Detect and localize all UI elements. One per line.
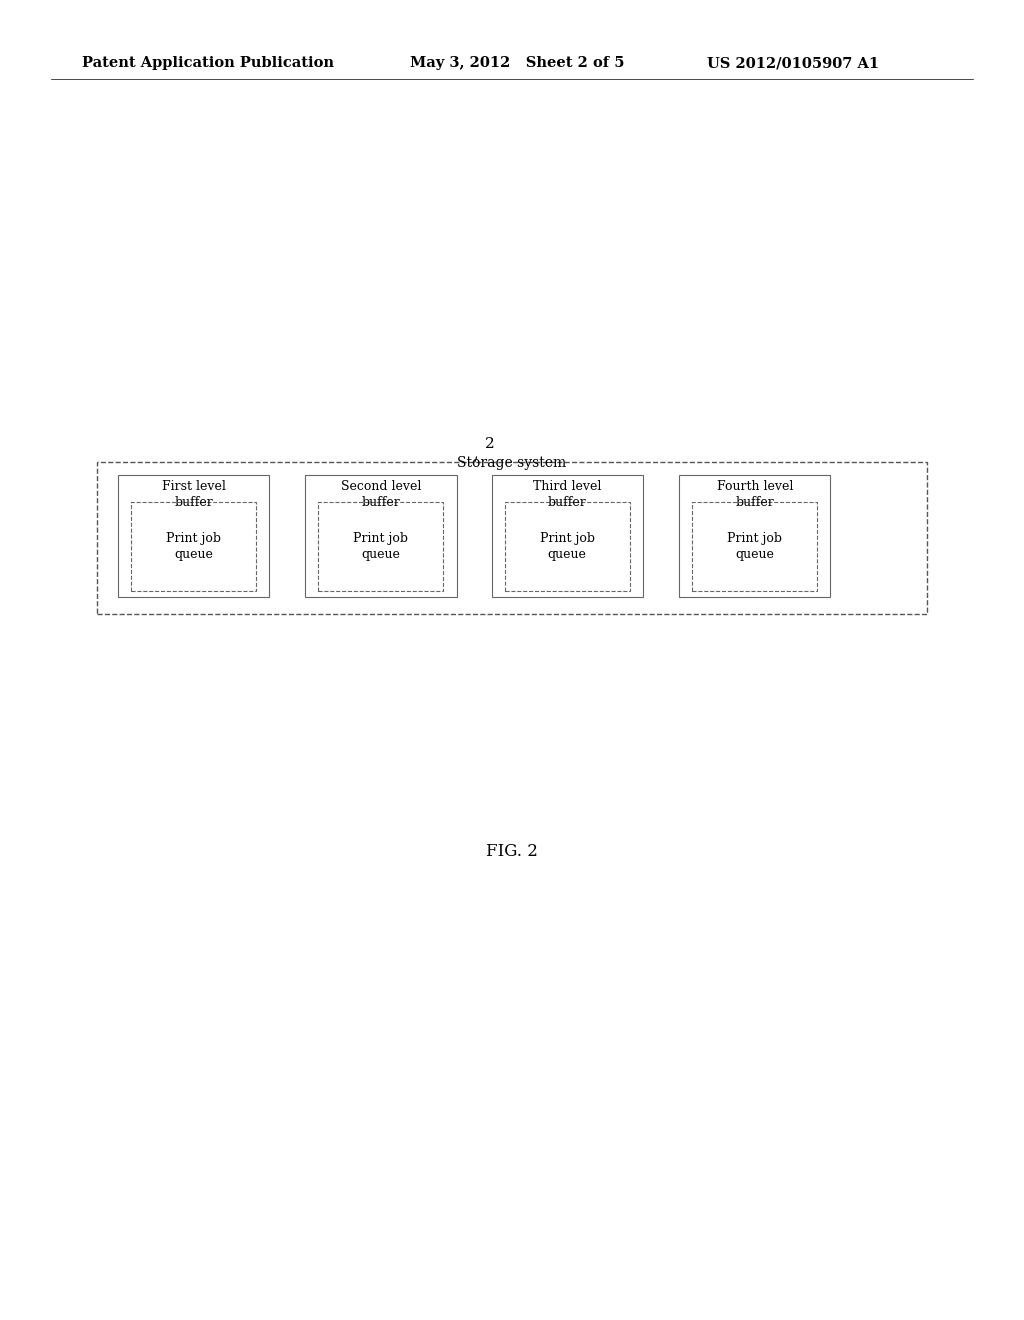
Text: Second level
buffer: Second level buffer bbox=[341, 480, 421, 510]
Text: Print job
queue: Print job queue bbox=[353, 532, 409, 561]
Text: May 3, 2012   Sheet 2 of 5: May 3, 2012 Sheet 2 of 5 bbox=[410, 57, 624, 70]
Bar bbox=[492, 475, 643, 597]
Bar bbox=[679, 475, 830, 597]
Bar bbox=[131, 502, 256, 591]
FancyArrowPatch shape bbox=[454, 457, 476, 473]
Bar bbox=[318, 502, 443, 591]
Text: Storage system: Storage system bbox=[458, 455, 566, 470]
Text: 2: 2 bbox=[484, 437, 495, 451]
Text: First level
buffer: First level buffer bbox=[162, 480, 225, 510]
Bar bbox=[305, 475, 457, 597]
Bar bbox=[118, 475, 269, 597]
Text: Patent Application Publication: Patent Application Publication bbox=[82, 57, 334, 70]
Text: Print job
queue: Print job queue bbox=[727, 532, 782, 561]
Text: Print job
queue: Print job queue bbox=[166, 532, 221, 561]
Text: Fourth level
buffer: Fourth level buffer bbox=[717, 480, 793, 510]
Bar bbox=[692, 502, 817, 591]
Bar bbox=[97, 462, 927, 614]
Text: Print job
queue: Print job queue bbox=[540, 532, 595, 561]
Text: US 2012/0105907 A1: US 2012/0105907 A1 bbox=[707, 57, 879, 70]
Text: Third level
buffer: Third level buffer bbox=[534, 480, 601, 510]
Bar bbox=[505, 502, 630, 591]
Text: FIG. 2: FIG. 2 bbox=[486, 843, 538, 859]
